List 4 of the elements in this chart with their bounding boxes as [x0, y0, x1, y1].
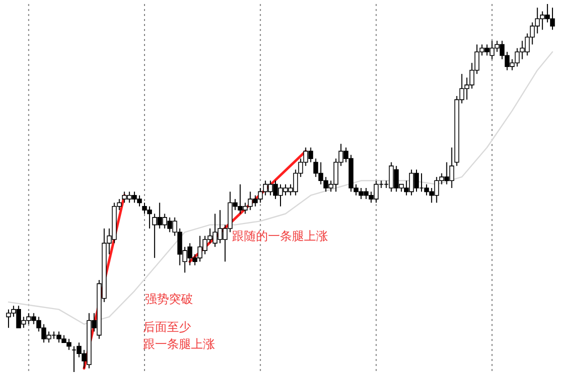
annotation: 强势突破 [145, 292, 193, 306]
annotation: 跟一条腿上涨 [143, 337, 215, 351]
annotation: 跟随的一条腿上涨 [232, 229, 328, 243]
annotation: 后面至少 [143, 320, 191, 334]
